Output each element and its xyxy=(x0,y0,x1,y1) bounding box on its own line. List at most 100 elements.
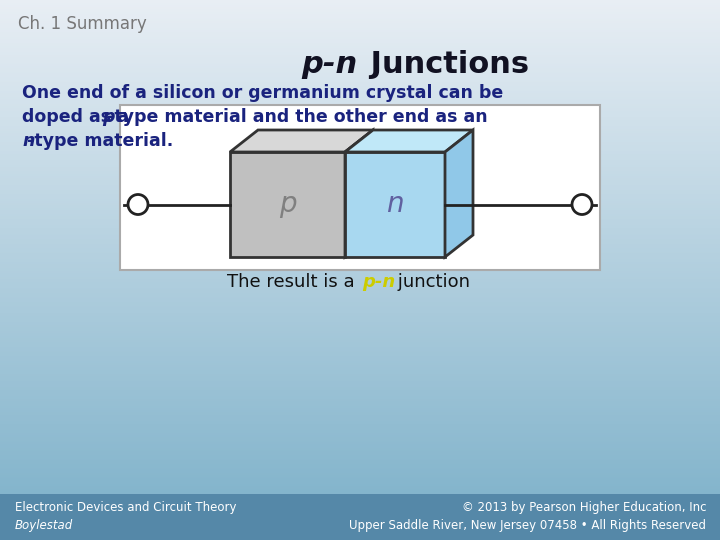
Bar xyxy=(0,487,720,490)
Bar xyxy=(0,401,720,403)
Bar xyxy=(0,93,720,96)
Text: p-n: p-n xyxy=(362,273,395,291)
Bar xyxy=(0,185,720,187)
Text: doped as a: doped as a xyxy=(22,108,135,126)
Bar xyxy=(0,525,720,528)
Bar xyxy=(0,178,720,180)
Bar xyxy=(0,12,720,15)
Bar xyxy=(0,404,720,407)
Bar xyxy=(0,395,720,398)
Bar xyxy=(0,530,720,533)
Bar xyxy=(0,279,720,281)
Bar xyxy=(0,352,720,355)
Bar xyxy=(0,314,720,317)
Bar xyxy=(0,489,720,491)
Bar xyxy=(0,106,720,108)
Bar xyxy=(0,394,720,396)
Bar xyxy=(0,333,720,335)
Bar xyxy=(0,237,720,239)
Text: Ch. 1 Summary: Ch. 1 Summary xyxy=(18,15,147,33)
Bar xyxy=(0,392,720,394)
Bar xyxy=(0,181,720,184)
Bar xyxy=(0,469,720,471)
Bar xyxy=(0,455,720,457)
Bar xyxy=(0,79,720,81)
Bar xyxy=(0,118,720,120)
Text: One end of a silicon or germanium crystal can be: One end of a silicon or germanium crysta… xyxy=(22,84,503,102)
Bar xyxy=(0,165,720,167)
Bar xyxy=(0,111,720,113)
Bar xyxy=(0,249,720,252)
Bar xyxy=(0,168,720,171)
Bar xyxy=(0,95,720,97)
Polygon shape xyxy=(345,130,373,257)
Bar xyxy=(0,446,720,448)
Bar xyxy=(0,387,720,389)
Bar xyxy=(0,188,720,191)
Bar xyxy=(0,291,720,293)
Bar xyxy=(0,208,720,211)
Polygon shape xyxy=(345,130,473,152)
Bar xyxy=(0,419,720,421)
Bar xyxy=(0,357,720,360)
Text: n: n xyxy=(386,191,404,219)
Bar xyxy=(0,284,720,286)
Bar xyxy=(0,172,720,174)
Bar xyxy=(0,492,720,495)
Bar xyxy=(0,422,720,425)
Bar xyxy=(0,60,720,63)
Text: -type material and the other end as an: -type material and the other end as an xyxy=(107,108,488,126)
Text: junction: junction xyxy=(392,273,470,291)
Bar xyxy=(0,518,720,520)
Bar xyxy=(0,266,720,268)
Bar xyxy=(0,424,720,427)
Bar xyxy=(0,195,720,198)
Bar xyxy=(0,43,720,45)
Bar xyxy=(0,383,720,385)
Bar xyxy=(0,71,720,74)
Bar xyxy=(0,475,720,477)
Bar xyxy=(0,156,720,158)
Bar xyxy=(0,388,720,390)
Bar xyxy=(0,523,720,525)
Bar xyxy=(0,322,720,324)
Bar xyxy=(0,368,720,371)
Bar xyxy=(0,367,720,369)
Bar xyxy=(0,505,720,508)
Bar xyxy=(0,33,720,36)
Bar xyxy=(0,403,720,405)
Bar xyxy=(0,198,720,200)
Bar xyxy=(0,377,720,380)
Bar xyxy=(0,138,720,140)
Bar xyxy=(0,311,720,313)
Bar xyxy=(0,77,720,79)
Bar xyxy=(0,0,720,2)
Bar xyxy=(0,334,720,336)
Bar xyxy=(0,538,720,540)
Bar xyxy=(0,190,720,193)
Bar xyxy=(0,361,720,363)
Bar xyxy=(0,21,720,23)
Bar xyxy=(0,484,720,486)
Bar xyxy=(0,289,720,292)
Bar xyxy=(0,433,720,436)
Polygon shape xyxy=(230,130,373,152)
Bar xyxy=(0,428,720,430)
Bar xyxy=(0,228,720,231)
Bar xyxy=(0,131,720,133)
Bar xyxy=(0,318,720,320)
Bar xyxy=(0,199,720,201)
Bar xyxy=(0,91,720,93)
Bar xyxy=(0,376,720,378)
Bar xyxy=(0,26,720,29)
Bar xyxy=(0,158,720,160)
Bar xyxy=(0,350,720,353)
Bar xyxy=(0,448,720,450)
Bar xyxy=(0,451,720,454)
Bar xyxy=(0,122,720,124)
Bar xyxy=(0,64,720,66)
Bar xyxy=(0,134,720,137)
Bar xyxy=(0,482,720,484)
Bar xyxy=(0,271,720,274)
Bar xyxy=(0,102,720,104)
